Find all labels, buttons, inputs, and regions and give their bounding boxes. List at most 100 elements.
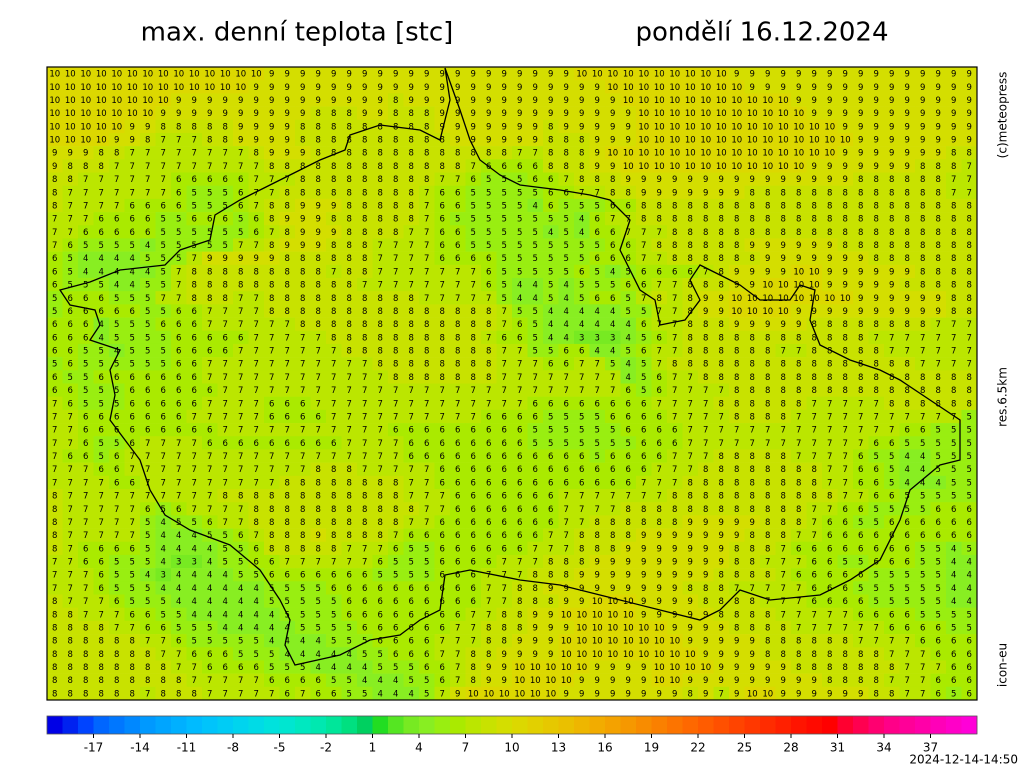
cell: [589, 159, 606, 173]
cell-value: 8: [300, 175, 305, 185]
cell-value: 6: [114, 228, 119, 238]
cell-value: 8: [455, 360, 460, 370]
cell-value: 7: [827, 439, 832, 449]
cell-value: 6: [83, 294, 88, 304]
cell-value: 7: [688, 452, 693, 462]
cell-value: 9: [827, 254, 832, 264]
cell-value: 5: [533, 347, 538, 357]
cell-value: 6: [130, 307, 135, 317]
cell-value: 8: [347, 175, 352, 185]
cell-value: 8: [858, 333, 863, 343]
cell-value: 7: [130, 175, 135, 185]
cell: [217, 67, 234, 81]
cell-value: 8: [347, 228, 352, 238]
cell-value: 6: [889, 558, 894, 568]
cell-value: 8: [52, 544, 57, 554]
cell-value: 7: [285, 373, 290, 383]
cell-value: 7: [68, 505, 73, 515]
cell-value: 5: [579, 426, 584, 436]
cell-value: 7: [920, 360, 925, 370]
cell-value: 4: [238, 610, 243, 620]
cell-value: 7: [83, 465, 88, 475]
cell-value: 7: [657, 492, 662, 502]
cell-value: 8: [331, 175, 336, 185]
cell-value: 8: [843, 347, 848, 357]
cell-value: 8: [703, 201, 708, 211]
cell-value: 10: [65, 70, 76, 80]
cell-value: 5: [874, 571, 879, 581]
cell-value: 8: [316, 294, 321, 304]
cell-value: 8: [765, 201, 770, 211]
cell-value: 8: [750, 531, 755, 541]
cell-value: 8: [703, 333, 708, 343]
cell-value: 9: [734, 70, 739, 80]
cell-value: 6: [83, 333, 88, 343]
cell-value: 8: [951, 307, 956, 317]
cell-value: 6: [424, 597, 429, 607]
cell-value: 6: [130, 215, 135, 225]
cell: [543, 67, 559, 81]
cell-value: 5: [920, 558, 925, 568]
cell-value: 8: [719, 492, 724, 502]
cell: [171, 106, 187, 121]
cell-value: 6: [610, 241, 615, 251]
cell-value: 8: [750, 188, 755, 198]
cell-value: 9: [548, 70, 553, 80]
cell: [403, 80, 420, 94]
cell-value: 7: [269, 175, 274, 185]
cell-value: 9: [657, 584, 662, 594]
cell: [481, 185, 497, 200]
cell-value: 10: [731, 149, 742, 159]
cell: [527, 212, 544, 226]
cell-value: 7: [176, 281, 181, 291]
cell-value: 7: [610, 505, 615, 515]
cell-value: 9: [843, 267, 848, 277]
cell-value: 7: [688, 386, 693, 396]
cell-value: 8: [920, 188, 925, 198]
cell-value: 7: [145, 439, 150, 449]
cell-value: 7: [331, 452, 336, 462]
cell-value: 9: [610, 571, 615, 581]
cell-value: 7: [145, 492, 150, 502]
cell-value: 8: [455, 320, 460, 330]
cell-value: 9: [269, 70, 274, 80]
cell-value: 7: [68, 426, 73, 436]
cell-value: 9: [750, 70, 755, 80]
cell-value: 10: [80, 83, 91, 93]
cell-value: 10: [762, 136, 773, 146]
cell: [682, 185, 699, 200]
cell-value: 9: [595, 122, 600, 132]
cell: [357, 146, 373, 160]
cell-value: 8: [889, 241, 894, 251]
cell-value: 10: [623, 610, 634, 620]
cell: [465, 198, 482, 213]
cell-value: 10: [111, 122, 122, 132]
cell-value: 9: [610, 558, 615, 568]
cell-value: 6: [936, 518, 941, 528]
cell-value: 5: [114, 439, 119, 449]
cell-value: 5: [579, 281, 584, 291]
cell-value: 9: [657, 597, 662, 607]
cell-value: 8: [781, 373, 786, 383]
cell-value: 7: [192, 465, 197, 475]
cell: [837, 119, 854, 134]
cell-value: 7: [424, 505, 429, 515]
cell-value: 6: [905, 531, 910, 541]
title: max. denní teplota [stc]: [141, 18, 454, 48]
cell: [682, 212, 699, 226]
cell: [47, 212, 63, 226]
cell: [853, 106, 869, 121]
cell-value: 7: [502, 386, 507, 396]
cell-value: 10: [142, 83, 153, 93]
cell-value: 7: [285, 347, 290, 357]
cell-value: 10: [731, 136, 742, 146]
cell: [140, 159, 156, 173]
cell-value: 5: [68, 267, 73, 277]
cell-value: 5: [889, 571, 894, 581]
cell-value: 9: [362, 109, 367, 119]
cell-value: 7: [548, 373, 553, 383]
cell-value: 8: [347, 518, 352, 528]
cell-value: 7: [936, 347, 941, 357]
cell-value: 10: [111, 70, 122, 80]
cell: [698, 106, 714, 121]
